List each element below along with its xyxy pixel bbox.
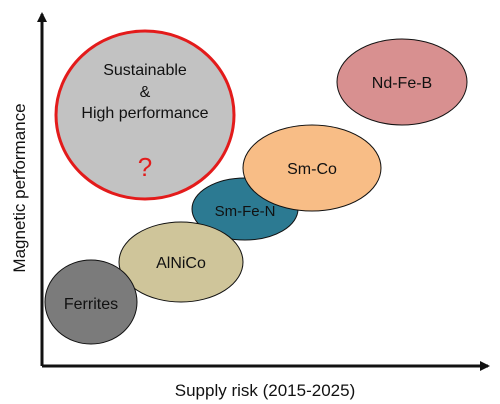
smfen-label: Sm-Fe-N <box>215 203 276 220</box>
alnico-label: AlNiCo <box>156 255 206 272</box>
ferrites-ellipse <box>44 259 138 345</box>
target-circle <box>54 29 236 201</box>
smco-label: Sm-Co <box>287 161 337 178</box>
alnico-ellipse <box>118 221 244 303</box>
question-mark: ? <box>138 152 152 182</box>
ndfeb-label: Nd-Fe-B <box>372 75 432 92</box>
target-label-line3: High performance <box>81 105 208 122</box>
target-label-line2: & <box>140 84 151 101</box>
ferrites-label: Ferrites <box>64 296 118 313</box>
x-axis-label: Supply risk (2015-2025) <box>175 381 355 400</box>
target-label-line1: Sustainable <box>103 62 187 79</box>
y-axis-label: Magnetic performance <box>10 103 29 272</box>
smco-ellipse <box>242 124 382 212</box>
ndfeb-ellipse <box>336 38 468 126</box>
